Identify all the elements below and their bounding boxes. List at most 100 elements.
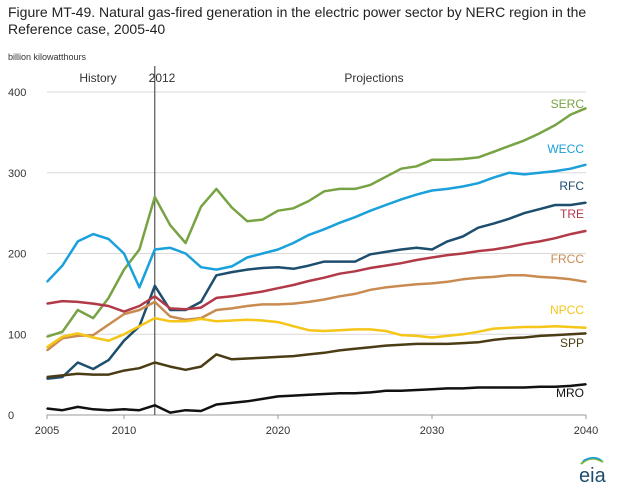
data-point-serc: [308, 200, 310, 202]
data-point-wecc: [261, 252, 264, 255]
data-point-serc: [92, 317, 94, 319]
data-point-mro: [277, 395, 279, 398]
data-point-rfc: [246, 268, 248, 271]
data-point-mro: [385, 389, 387, 392]
data-point-mro: [200, 410, 202, 412]
data-point-tre: [107, 305, 110, 307]
data-point-wecc: [431, 189, 433, 192]
data-point-tre: [415, 259, 418, 261]
data-point-wecc: [554, 170, 556, 172]
series-label-spp: SPP: [560, 336, 584, 350]
data-point-spp: [261, 356, 264, 359]
data-point-spp: [123, 369, 125, 372]
data-point-spp: [154, 361, 156, 364]
data-point-mro: [400, 389, 403, 392]
data-point-npcc: [200, 318, 202, 320]
data-point-serc: [492, 150, 495, 153]
data-point-tre: [184, 308, 187, 311]
series-lines: [46, 107, 587, 414]
data-point-frcc: [523, 274, 526, 277]
data-point-spp: [569, 333, 572, 336]
data-point-rfc: [154, 285, 156, 287]
data-point-serc: [508, 145, 510, 147]
data-point-serc: [169, 224, 171, 227]
data-point-mro: [77, 406, 79, 408]
y-tick-label: 400: [8, 87, 26, 99]
data-point-rfc: [92, 368, 94, 370]
series-label-npcc: NPCC: [550, 303, 584, 317]
data-point-frcc: [292, 302, 295, 305]
data-point-spp: [338, 349, 341, 352]
data-point-serc: [107, 297, 110, 299]
data-point-serc: [369, 184, 372, 186]
data-point-tre: [539, 240, 541, 243]
data-point-spp: [292, 355, 295, 357]
data-point-tre: [308, 280, 310, 282]
data-point-serc: [446, 159, 449, 161]
data-point-mro: [261, 398, 264, 400]
data-point-npcc: [184, 320, 187, 323]
data-point-tre: [523, 243, 526, 245]
x-tick-label: 2005: [35, 425, 59, 437]
data-point-frcc: [308, 301, 310, 303]
data-point-npcc: [385, 330, 387, 332]
data-point-mro: [354, 392, 356, 394]
data-point-mro: [92, 408, 94, 411]
data-point-npcc: [169, 320, 171, 323]
data-point-rfc: [354, 260, 356, 263]
data-point-serc: [385, 175, 387, 178]
period-annotations: History 2012 Projections: [79, 66, 404, 415]
data-point-serc: [400, 167, 403, 170]
data-point-mro: [308, 394, 310, 396]
data-point-npcc: [431, 336, 433, 339]
data-point-rfc: [446, 240, 449, 243]
x-tick-label: 2040: [574, 425, 598, 437]
data-point-rfc: [385, 251, 387, 253]
data-point-rfc: [46, 377, 48, 380]
data-point-frcc: [446, 280, 449, 283]
data-point-frcc: [138, 309, 141, 311]
data-point-rfc: [585, 201, 587, 204]
data-point-npcc: [77, 332, 79, 335]
series-line-spp: [46, 332, 587, 379]
data-point-mro: [292, 394, 295, 397]
series-labels: SERC WECC RFC TRE FRCC NPCC SPP MRO: [547, 97, 584, 400]
data-point-frcc: [431, 282, 433, 285]
data-point-wecc: [61, 264, 64, 267]
data-point-serc: [523, 139, 526, 142]
data-point-mro: [523, 386, 526, 389]
data-point-rfc: [123, 339, 125, 342]
data-point-mro: [338, 392, 341, 394]
projections-annotation: Projections: [344, 71, 403, 85]
data-point-spp: [431, 343, 433, 345]
gridlines: [47, 91, 586, 335]
figure-title: Figure MT-49. Natural gas-fired generati…: [8, 4, 587, 37]
data-point-npcc: [446, 335, 449, 337]
data-point-mro: [569, 385, 572, 387]
data-point-wecc: [492, 176, 495, 179]
data-point-tre: [77, 301, 79, 303]
data-point-rfc: [277, 266, 279, 269]
data-point-mro: [415, 389, 418, 391]
series-line-mro: [46, 383, 587, 414]
data-point-tre: [446, 254, 449, 256]
series-label-mro: MRO: [556, 386, 584, 400]
data-point-spp: [215, 353, 218, 356]
data-point-frcc: [215, 309, 218, 311]
data-point-wecc: [292, 242, 295, 244]
data-point-npcc: [369, 328, 372, 331]
data-point-wecc: [154, 248, 156, 251]
series-line-serc: [46, 107, 587, 338]
data-point-mro: [184, 409, 187, 411]
data-point-rfc: [523, 212, 526, 214]
data-point-spp: [385, 344, 387, 347]
data-point-wecc: [107, 238, 110, 240]
data-point-serc: [431, 159, 433, 161]
data-point-spp: [539, 335, 541, 337]
data-point-npcc: [261, 319, 264, 322]
data-point-serc: [477, 156, 480, 159]
data-point-npcc: [523, 326, 526, 328]
data-point-wecc: [200, 266, 202, 269]
y-tick-label: 200: [8, 249, 26, 261]
data-point-wecc: [462, 185, 464, 188]
